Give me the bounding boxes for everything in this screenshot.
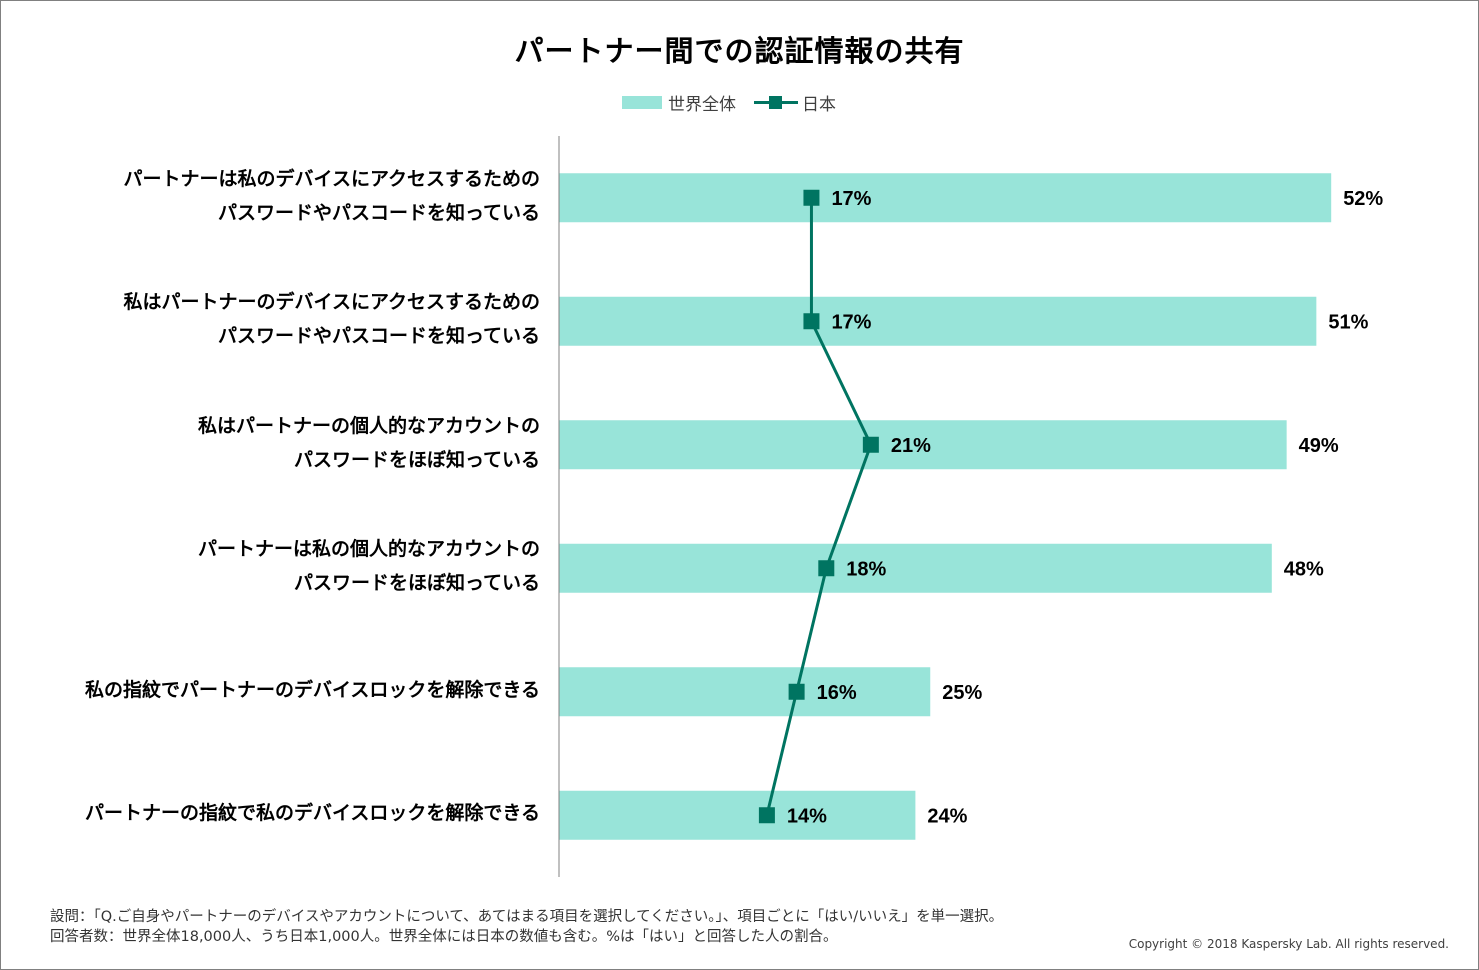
- category-label-2: 私はパートナーの個人的なアカウントのパスワードをほぼ知っている: [0, 409, 540, 477]
- bar-world-4: [559, 667, 931, 717]
- bar-world-1: [559, 296, 1317, 346]
- marker-japan-5: [758, 807, 775, 824]
- footnote-respondents: 回答者数：世界全体18,000人、うち日本1,000人。世界全体には日本の数値も…: [50, 929, 838, 945]
- marker-japan-3: [818, 560, 835, 577]
- marker-japan-label-2: 21%: [891, 435, 931, 457]
- category-label-line: パートナーは私のデバイスにアクセスするための: [123, 167, 540, 190]
- category-label-5: パートナーの指紋で私のデバイスロックを解除できる: [0, 796, 540, 830]
- category-label-line: パートナーは私の個人的なアカウントの: [197, 538, 540, 561]
- bar-world-label-4: 25%: [942, 682, 982, 704]
- bar-world-label-2: 49%: [1299, 435, 1339, 457]
- legend-japan-label: 日本: [802, 94, 836, 115]
- legend: 世界全体 日本: [622, 90, 854, 115]
- category-label-line: パスワードをほぼ知っている: [293, 572, 540, 595]
- category-label-0: パートナーは私のデバイスにアクセスするためのパスワードやパスコードを知っている: [0, 162, 540, 230]
- category-label-line: 私はパートナーの個人的なアカウントの: [197, 414, 540, 437]
- marker-japan-label-3: 18%: [846, 558, 886, 580]
- category-label-line: 私はパートナーのデバイスにアクセスするための: [123, 291, 540, 314]
- legend-japan-swatch: [754, 94, 798, 110]
- category-label-line: パートナーの指紋で私のデバイスロックを解除できる: [84, 802, 540, 825]
- category-label-1: 私はパートナーのデバイスにアクセスするためのパスワードやパスコードを知っている: [0, 285, 540, 353]
- marker-japan-4: [788, 683, 805, 700]
- category-label-line: パスワードやパスコードを知っている: [217, 325, 540, 348]
- bar-world-label-1: 51%: [1328, 311, 1368, 333]
- marker-japan-label-0: 17%: [831, 188, 871, 210]
- line-japan: [765, 197, 873, 816]
- bar-world-2: [559, 420, 1287, 470]
- bar-world-label-5: 24%: [927, 805, 967, 827]
- footnotes: 設問：「Q.ご自身やパートナーのデバイスやアカウントについて、あてはまる項目を選…: [50, 907, 1003, 947]
- bar-world-label-3: 48%: [1284, 558, 1324, 580]
- category-label-line: パスワードをほぼ知っている: [293, 448, 540, 471]
- marker-japan-label-1: 17%: [831, 311, 871, 333]
- category-label-3: パートナーは私の個人的なアカウントのパスワードをほぼ知っている: [0, 532, 540, 600]
- bar-world-label-0: 52%: [1343, 188, 1383, 210]
- copyright: Copyright © 2018 Kaspersky Lab. All righ…: [1128, 937, 1449, 951]
- legend-world-swatch: [622, 95, 662, 109]
- marker-japan-0: [803, 189, 820, 206]
- bar-world-5: [559, 790, 916, 840]
- chart-title: パートナー間での認証情報の共有: [514, 34, 965, 68]
- marker-japan-label-5: 14%: [787, 805, 827, 827]
- marker-japan-1: [803, 313, 820, 330]
- bar-world-3: [559, 543, 1272, 593]
- marker-japan-2: [862, 436, 879, 453]
- footnote-question: 設問：「Q.ご自身やパートナーのデバイスやアカウントについて、あてはまる項目を選…: [50, 909, 1004, 925]
- category-label-4: 私の指紋でパートナーのデバイスロックを解除できる: [0, 673, 540, 707]
- category-label-line: 私の指紋でパートナーのデバイスロックを解除できる: [84, 678, 540, 701]
- category-label-line: パスワードやパスコードを知っている: [217, 201, 540, 224]
- marker-japan-label-4: 16%: [817, 682, 857, 704]
- bar-world-0: [559, 173, 1332, 223]
- legend-world-label: 世界全体: [668, 94, 736, 115]
